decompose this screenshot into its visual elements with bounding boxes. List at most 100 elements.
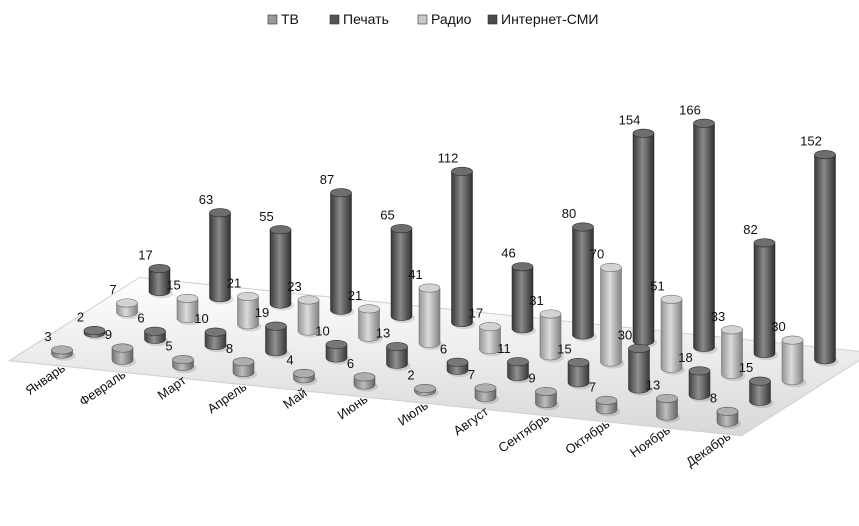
data-label: 2 bbox=[407, 368, 414, 383]
data-label: 112 bbox=[438, 150, 459, 165]
legend-item-2: Печать bbox=[329, 11, 389, 27]
data-label: 7 bbox=[589, 379, 596, 394]
data-label: 82 bbox=[743, 222, 757, 237]
bar-интернет-сми-январь bbox=[148, 264, 173, 299]
data-label: 80 bbox=[562, 206, 576, 221]
bar-интернет-сми-сентябрь bbox=[632, 128, 657, 348]
bar-радио-апрель bbox=[297, 295, 322, 338]
data-label: 31 bbox=[529, 293, 543, 308]
legend: ТВ Печать Радио Интернет-СМИ bbox=[267, 11, 598, 27]
bar-интернет-сми-апрель bbox=[330, 188, 355, 317]
bar-интернет-сми-июнь bbox=[451, 166, 476, 330]
data-label: 30 bbox=[618, 328, 632, 343]
data-label: 6 bbox=[347, 356, 354, 371]
category-label-август: Август bbox=[451, 404, 492, 439]
legend-label: Интернет-СМИ bbox=[501, 11, 598, 27]
data-label: 17 bbox=[138, 248, 152, 263]
chart-floor bbox=[8, 276, 859, 437]
bar-тв-октябрь bbox=[595, 395, 620, 417]
data-label: 6 bbox=[137, 310, 144, 325]
bar-радио-февраль bbox=[176, 293, 201, 326]
data-label: 2 bbox=[77, 310, 84, 325]
bar-радио-август bbox=[539, 309, 564, 363]
data-label: 18 bbox=[678, 350, 692, 365]
data-label: 7 bbox=[109, 282, 116, 297]
bar-интернет-сми-март bbox=[269, 225, 294, 311]
bar-радио-июнь bbox=[418, 283, 443, 351]
bar-тв-январь bbox=[51, 345, 76, 361]
bar-радио-июль bbox=[479, 322, 504, 357]
bar-печать-март bbox=[204, 327, 229, 353]
category-label-апрель: Апрель bbox=[204, 379, 249, 417]
bar-радио-сентябрь bbox=[600, 262, 625, 369]
bar-печать-октябрь bbox=[628, 343, 653, 396]
bar-радио-октябрь bbox=[660, 294, 685, 375]
data-label: 9 bbox=[528, 370, 535, 385]
bar-интернет-сми-ноябрь bbox=[753, 238, 778, 361]
bar-тв-март bbox=[172, 355, 197, 374]
data-label: 15 bbox=[557, 342, 571, 357]
bar-тв-февраль bbox=[111, 343, 136, 367]
data-label: 8 bbox=[226, 341, 233, 356]
legend-swatch bbox=[267, 14, 278, 25]
category-label-февраль: Февраль bbox=[76, 366, 128, 409]
data-label: 5 bbox=[165, 339, 172, 354]
bar-тв-декабрь bbox=[716, 406, 741, 429]
data-label: 15 bbox=[739, 360, 753, 375]
bar-интернет-сми-август bbox=[572, 222, 597, 342]
data-label: 11 bbox=[497, 341, 511, 356]
bar-интернет-сми-июль bbox=[511, 262, 536, 336]
data-label: 10 bbox=[194, 311, 208, 326]
data-label: 21 bbox=[348, 288, 362, 303]
data-label: 17 bbox=[469, 306, 483, 321]
bar-печать-август bbox=[507, 357, 532, 384]
bar-печать-апрель bbox=[265, 321, 290, 359]
category-label-сентябрь: Сентябрь bbox=[495, 410, 551, 456]
bar-печать-сентябрь bbox=[567, 358, 592, 390]
data-label: 10 bbox=[315, 324, 329, 339]
data-label: 13 bbox=[376, 326, 390, 341]
legend-label: ТВ bbox=[281, 11, 299, 27]
bar-тв-ноябрь bbox=[656, 393, 681, 423]
legend-swatch bbox=[487, 14, 498, 25]
category-label-октябрь: Октябрь bbox=[562, 416, 612, 457]
data-label: 154 bbox=[619, 112, 641, 127]
data-label: 152 bbox=[800, 134, 822, 149]
data-label: 70 bbox=[590, 247, 604, 262]
legend-swatch bbox=[329, 14, 340, 25]
legend-item-1: ТВ bbox=[267, 11, 299, 27]
category-label-декабрь: Декабрь bbox=[683, 428, 733, 469]
bar-радио-ноябрь bbox=[721, 325, 746, 382]
data-label: 65 bbox=[380, 208, 394, 223]
data-label: 13 bbox=[646, 377, 660, 392]
data-label: 51 bbox=[650, 278, 664, 293]
bar-тв-апрель bbox=[232, 357, 257, 380]
data-label: 7 bbox=[468, 367, 475, 382]
data-label: 63 bbox=[199, 192, 213, 207]
data-label: 23 bbox=[287, 279, 301, 294]
bar-тв-август bbox=[474, 383, 499, 405]
data-label: 166 bbox=[679, 102, 701, 117]
data-label: 41 bbox=[408, 267, 422, 282]
legend-swatch bbox=[417, 14, 428, 25]
legend-item-3: Радио bbox=[417, 11, 472, 27]
bar-печать-ноябрь bbox=[688, 366, 713, 402]
data-label: 19 bbox=[255, 305, 269, 320]
bar-радио-декабрь bbox=[781, 335, 806, 388]
bar-интернет-сми-май bbox=[390, 224, 415, 324]
bar-печать-декабрь bbox=[749, 376, 774, 409]
data-label: 6 bbox=[440, 341, 447, 356]
bar-печать-май bbox=[325, 339, 350, 365]
category-label-январь: Январь bbox=[23, 360, 68, 398]
bar-печать-февраль bbox=[144, 326, 169, 347]
bar-тв-сентябрь bbox=[535, 386, 560, 411]
data-label: 87 bbox=[320, 172, 334, 187]
bar-печать-июнь bbox=[386, 342, 411, 371]
data-label: 15 bbox=[166, 277, 180, 292]
bar-радио-май bbox=[358, 304, 383, 344]
bar-интернет-сми-октябрь bbox=[693, 118, 718, 355]
bar-печать-январь bbox=[83, 325, 108, 340]
legend-item-4: Интернет-СМИ bbox=[487, 11, 598, 27]
data-label: 46 bbox=[501, 246, 515, 261]
